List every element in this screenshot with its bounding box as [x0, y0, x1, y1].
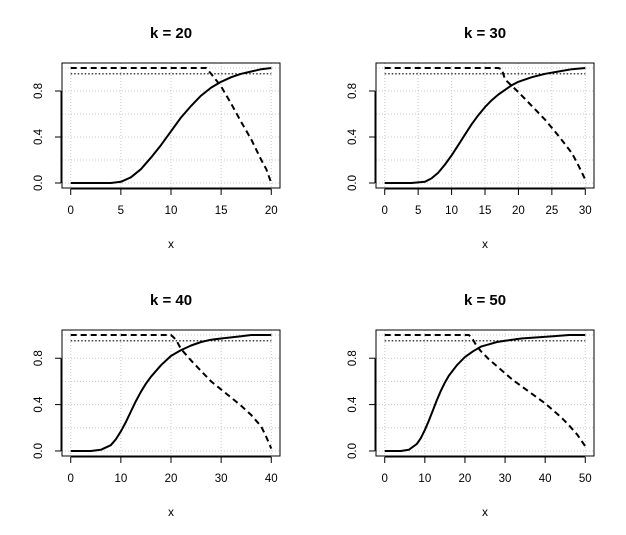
x-tick-label: 0: [68, 205, 74, 217]
x-axis: 0 5 10 15 20 25 30 x: [382, 188, 592, 251]
x-tick-label: 15: [479, 205, 492, 217]
panel-title: k = 40: [150, 292, 192, 309]
y-tick-label: 0.0: [347, 443, 359, 459]
x-tick-label: 30: [499, 473, 512, 485]
y-tick-label: 0.0: [33, 443, 45, 459]
x-axis: 0 10 20 30 40 50 x: [382, 456, 592, 519]
x-tick-label: 40: [539, 473, 552, 485]
y-tick-label: 0.8: [347, 83, 359, 99]
series-line-solid: [384, 334, 586, 452]
x-tick-label: 40: [265, 473, 278, 485]
panel-3: k = 40 0 10 20 30 40 x 0.0 0.4 0.8: [33, 292, 281, 519]
x-tick-label: 10: [445, 205, 458, 217]
x-tick-label: 25: [545, 205, 558, 217]
series-line-solid: [70, 67, 272, 184]
series-line-solid: [70, 334, 272, 452]
x-axis-label: x: [482, 505, 488, 519]
x-axis: 0 10 20 30 40 x: [68, 456, 278, 519]
x-tick-label: 20: [459, 473, 472, 485]
x-tick-label: 0: [382, 205, 388, 217]
y-tick-label: 0.4: [347, 128, 359, 145]
y-tick-label: 0.8: [33, 83, 45, 99]
x-axis-label: x: [168, 237, 174, 251]
x-tick-label: 5: [415, 205, 421, 217]
x-tick-label: 20: [512, 205, 525, 217]
x-tick-label: 10: [165, 205, 178, 217]
series-line-dashed: [70, 334, 273, 449]
series-line-dashed: [384, 334, 587, 447]
y-tick-label: 0.4: [347, 396, 359, 413]
panel-title: k = 50: [464, 292, 506, 309]
x-tick-label: 15: [215, 205, 228, 217]
x-tick-label: 10: [114, 473, 127, 485]
y-tick-label: 0.0: [347, 175, 359, 191]
y-tick-label: 0.8: [347, 350, 359, 366]
grid: [62, 330, 280, 456]
plot-frame: [61, 329, 281, 457]
y-tick-label: 0.0: [33, 175, 45, 191]
y-axis: 0.0 0.4 0.8: [33, 83, 62, 191]
x-tick-label: 20: [265, 205, 278, 217]
series-line-dashed: [384, 67, 587, 181]
x-axis-label: x: [168, 505, 174, 519]
x-axis: 0 5 10 15 20 x: [68, 188, 278, 251]
panel-1: k = 20 0 5 10 15 20 x 0.0 0.4 0.8: [33, 25, 281, 251]
grid: [376, 330, 594, 456]
y-tick-label: 0.4: [33, 396, 45, 413]
series-line-solid: [384, 67, 586, 184]
y-axis: 0.0 0.4 0.8: [33, 350, 62, 459]
x-tick-label: 50: [579, 473, 592, 485]
x-axis-label: x: [482, 237, 488, 251]
x-tick-label: 20: [165, 473, 178, 485]
plot-frame: [375, 329, 595, 457]
x-tick-label: 10: [418, 473, 431, 485]
plot-frame: [375, 62, 595, 189]
plot-frame: [61, 62, 281, 189]
y-axis: 0.0 0.4 0.8: [347, 83, 376, 191]
grid: [62, 63, 280, 188]
y-tick-label: 0.8: [33, 350, 45, 366]
panel-4: k = 50 0 10 20 30 40 50 x 0.0 0.4 0.8: [347, 292, 595, 519]
x-tick-label: 30: [579, 205, 592, 217]
x-tick-label: 0: [382, 473, 388, 485]
series-line-dashed: [70, 67, 273, 184]
y-axis: 0.0 0.4 0.8: [347, 350, 376, 459]
x-tick-label: 30: [215, 473, 228, 485]
panel-title: k = 20: [150, 25, 192, 42]
panel-title: k = 30: [464, 25, 506, 42]
y-tick-label: 0.4: [33, 128, 45, 145]
x-tick-label: 0: [68, 473, 74, 485]
x-tick-label: 5: [118, 205, 124, 217]
panel-2: k = 30 0 5 10 15 20 25 30 x 0.0 0.4 0.8: [347, 25, 595, 251]
grid: [376, 63, 594, 188]
